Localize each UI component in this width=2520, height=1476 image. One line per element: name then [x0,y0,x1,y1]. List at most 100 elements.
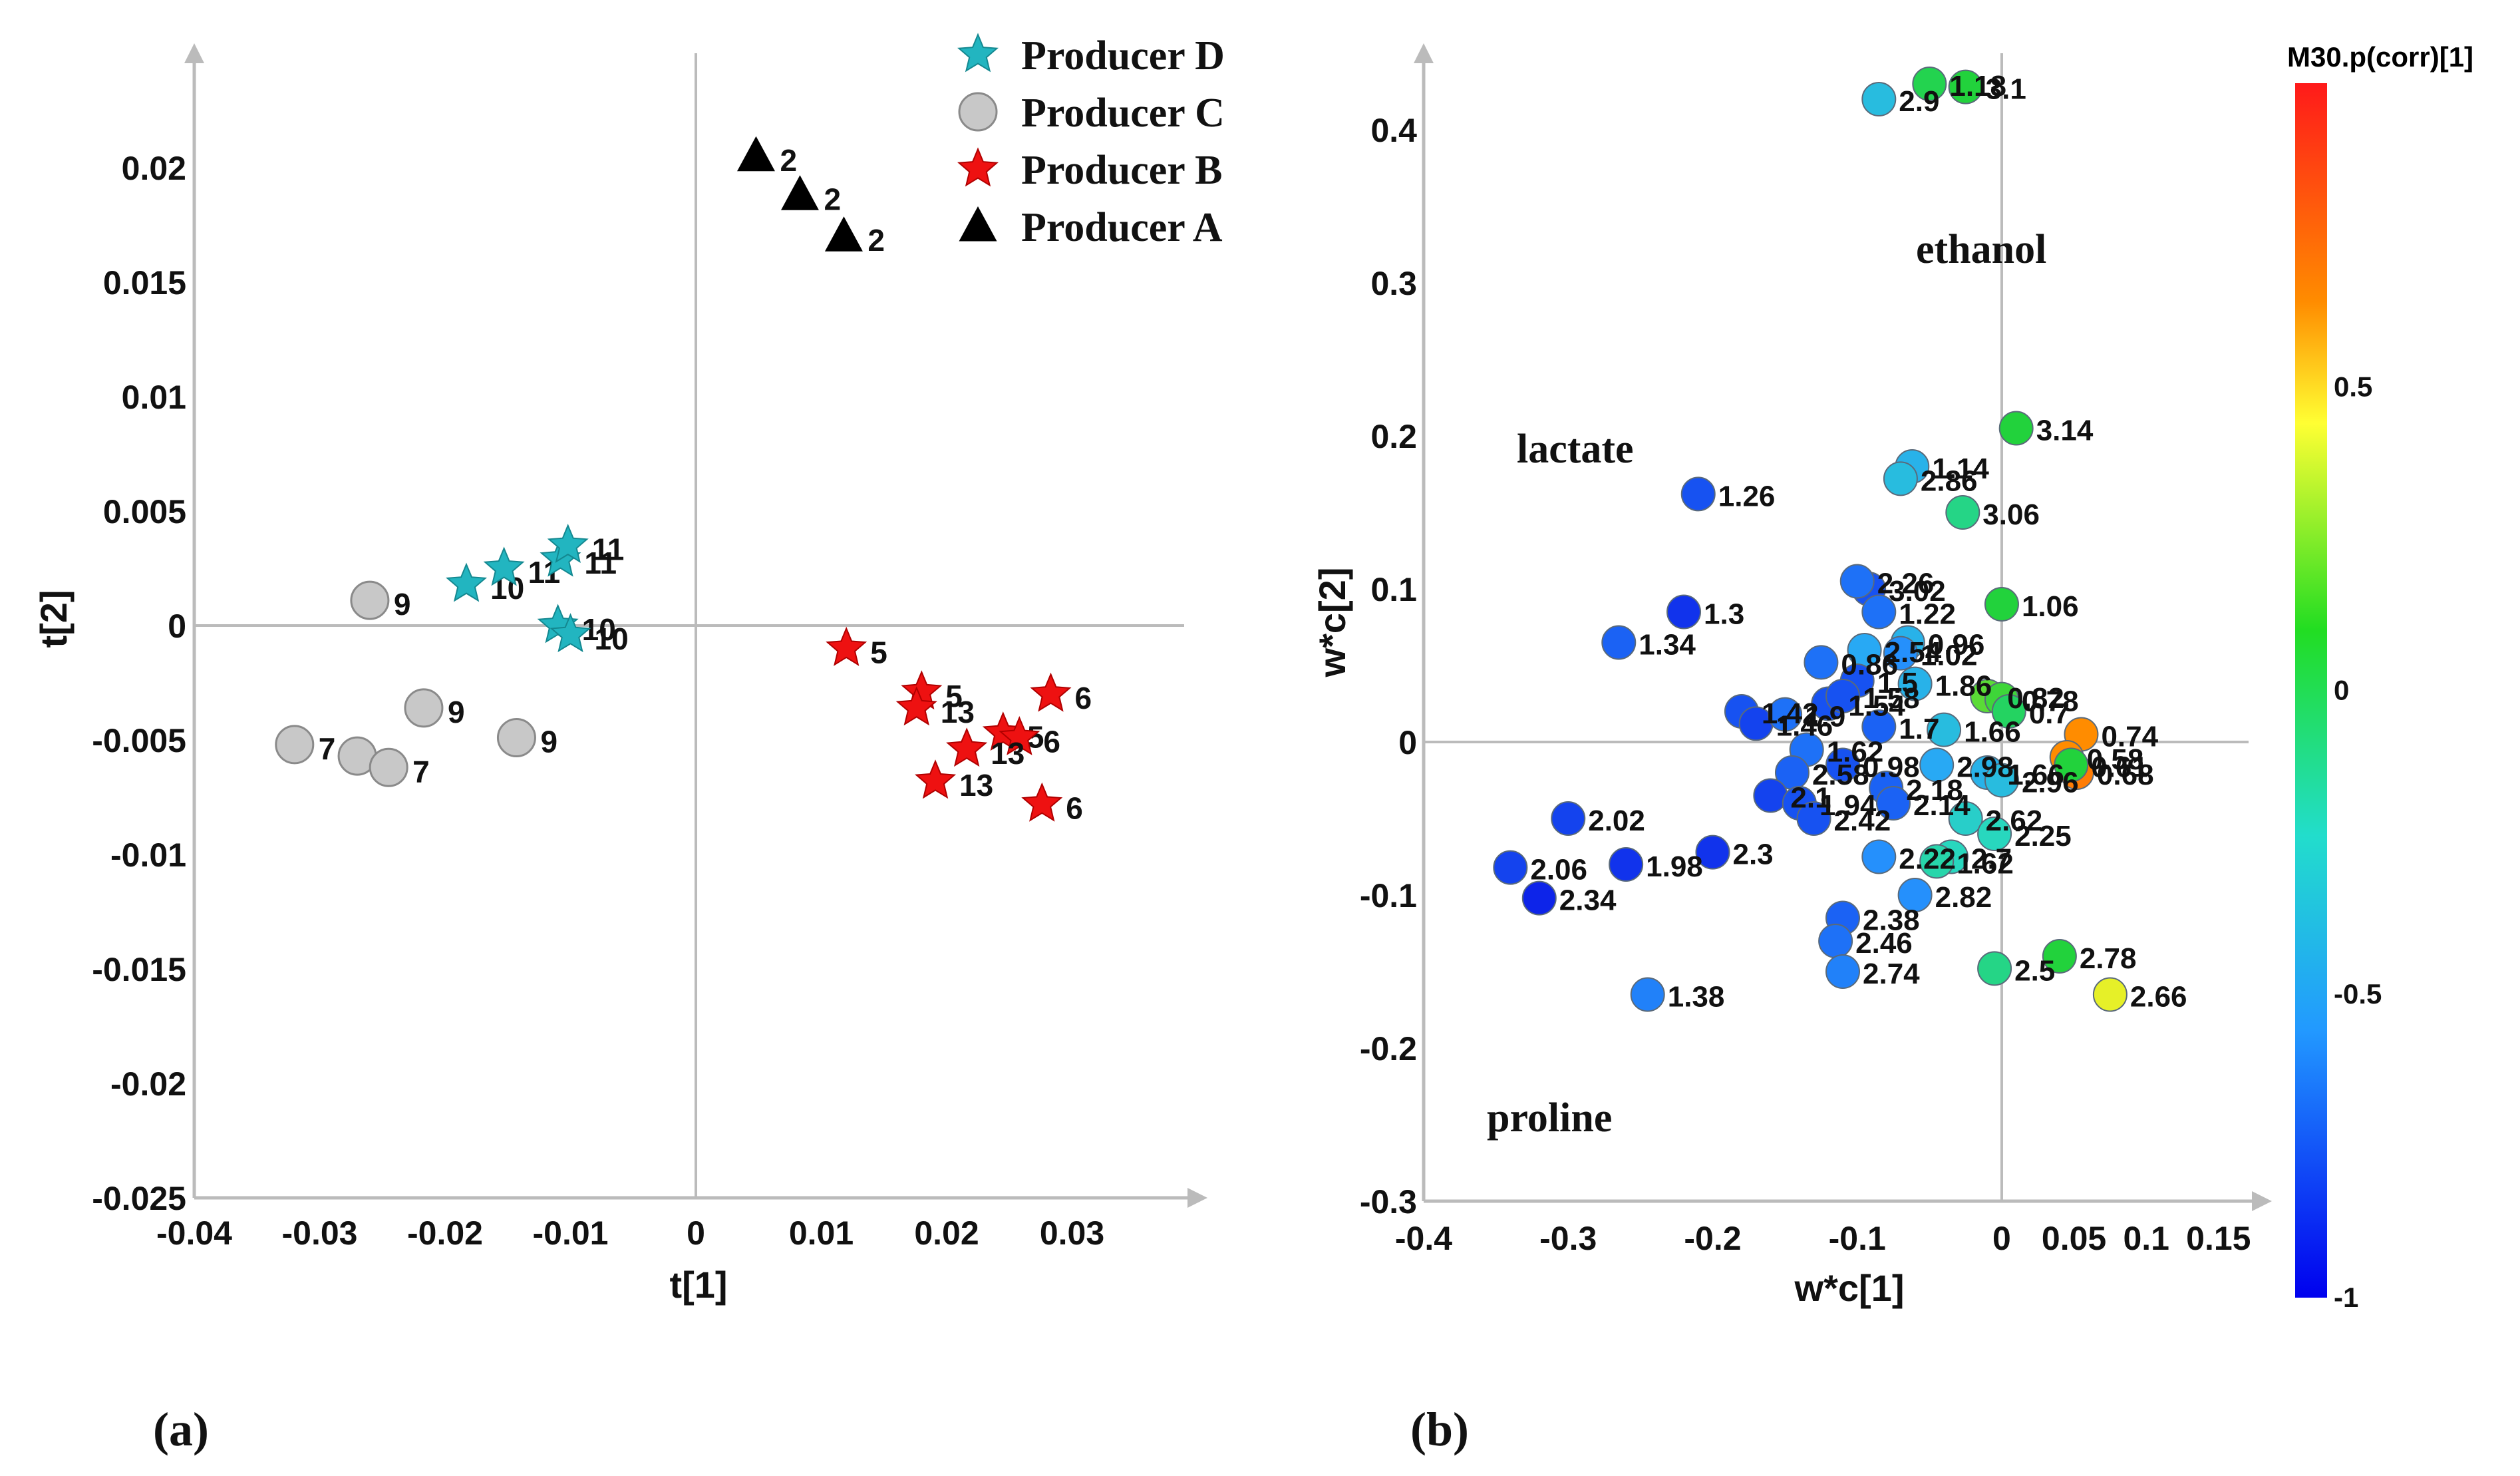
panel-b-point-label: 1.14 [1932,453,1989,485]
annotation-proline: proline [1487,1095,1612,1141]
panel-b-point-label: 2.18 [1906,774,1963,807]
panel-a-point [404,688,444,728]
panel-b-point-label: 1.9 [1805,701,1845,733]
panel-b-y-tick-label: 0.4 [1370,112,1417,149]
panel-b-point [1977,951,2012,986]
panel-b-point-label: 1.54 [1848,690,1905,723]
annotation-lactate: lactate [1517,427,1634,472]
panel-a-point-label: 11 [592,532,625,567]
legend-marker [957,33,999,73]
panel-a-x-tick-label: -0.01 [533,1214,609,1252]
legend-entry: Producer C [1021,91,1225,136]
legend-entry: Producer D [1021,33,1225,79]
panel-b-point-label: 1.66 [2007,759,2064,791]
panel-a-y-tick-label: 0 [168,608,186,645]
panel-b-point-label: 1.3 [1704,598,1744,631]
panel-a-x-tick-label: 0 [687,1214,705,1252]
panel-b-point-label: 3.02 [1889,575,1946,608]
panel-b-point-label: 2.66 [2130,981,2187,1014]
panel-a-point-label: 9 [394,587,411,622]
panel-a-point-label: 13 [959,768,993,803]
panel-b-point-label: 0.82 [2007,682,2064,715]
panel-b-point [1984,587,2019,622]
panel-a-point-label: 6 [1074,681,1092,715]
panel-b-y-tick-label: -0.2 [1360,1030,1417,1067]
panel-b-point [1609,847,1644,882]
panel-b-point [1897,666,1933,701]
panel-b-point-label: 3.1 [1986,73,2026,106]
panel-b-point [1861,594,1897,630]
panel-a: -0.04 -0.03 -0.02 -0.01 0 0.01 0.02 0.03 0.020.… [33,33,1225,1456]
panel-b-y-tick-label: -0.1 [1360,877,1417,914]
panel-a-x-tick-label: 0.01 [789,1214,854,1252]
panel-a-y-tick-label: 0.02 [122,150,186,187]
panel-b-y-label: w*c[2] [1311,568,1353,678]
panel-b-point-label: 2.78 [2080,942,2137,975]
panel-b-point-label: 1.42 [1762,697,1819,730]
panel-b-point-label: 3.14 [2036,415,2094,447]
panel-b-point [1666,594,1702,630]
panel-b-point [1927,712,1962,747]
panel-b-point-label: 1.38 [1668,981,1725,1014]
panel-b-point-label: 2.3 [1732,838,1773,871]
panel-b-point-label: 0.78 [2022,685,2079,718]
panel-b-point [1825,747,1860,783]
panel-a-points: 101111111010999777551356613136222 [275,136,1092,825]
legend-entry: Producer B [1021,148,1223,193]
panel-b-point-label: 1.46 [1776,709,1833,742]
panel-a-y-tick-label: -0.025 [92,1180,186,1217]
legend-marker [957,147,999,187]
panel-a-x-tick-label: -0.02 [407,1214,483,1252]
panel-b-point [1630,977,1665,1012]
panel-a-point-label: 9 [540,725,557,759]
panel-b-point-label: 2.38 [1863,904,1920,937]
colorbar-tick-label: 0.5 [2334,371,2372,402]
panel-b-x-tick-label: 0.05 [2042,1220,2106,1257]
panel-a-point [736,136,775,172]
panel-a-x-tick-label: -0.04 [156,1214,232,1252]
panel-a-point [1030,672,1072,712]
panel-b-point-label: 2.98 [1957,751,2014,784]
panel-b-point-label: 2.62 [1986,805,2043,837]
panel-b-point-label: 2.26 [1877,568,1935,600]
panel-b-point-label: 2.02 [1588,805,1645,837]
panel-b-point [1825,954,1860,989]
panel-a-point [826,626,867,666]
panel-a-point-label: 2 [780,143,797,178]
panel-b-point [1883,461,1918,496]
panel-a-x-label: t[1] [669,1264,727,1306]
panel-b-point-label: 1.62 [1827,736,1884,769]
panel-a-y-tick-label: 0.005 [103,493,186,530]
panel-b-point-label: 0.96 [1928,629,1985,661]
panel-b-point-label: 0.61 [2091,751,2148,784]
panel-b-point-label: 0.7 [2029,697,2070,730]
panel-b-point-label: 0.68 [2097,759,2154,791]
panel-a-y-tick-label: -0.005 [92,722,186,759]
panel-a-point-label: 9 [448,695,465,729]
panel-b-x-tick-label: 0 [1992,1220,2011,1257]
panel-a-point-label: 5 [870,635,887,669]
panel-a-point-label: 2 [824,182,841,216]
colorbar-tick-label: -1 [2334,1282,2358,1313]
panel-b-y-tick-label: -0.3 [1360,1183,1417,1220]
panel-b-point-label: 2.58 [1812,759,1869,791]
panel-a-point-label: 13 [991,736,1024,771]
panel-a-x-tick-label: 0.03 [1040,1214,1104,1252]
panel-a-point [350,580,390,620]
panel-b-point [1945,495,1980,530]
panel-b-point-label: 1.98 [1646,850,1703,883]
panel-a-point [1021,782,1063,822]
panel-b-point-label: 2.06 [1530,854,1587,886]
panel-a-point [550,613,591,653]
panel-b-x-tick-label: 0.1 [2123,1220,2169,1257]
panel-b-point [1825,679,1860,713]
panel-b-point-label: 1.5 [1877,667,1918,699]
panel-b-x-tick-label: -0.3 [1539,1220,1597,1257]
panel-b-y-tick-label: 0.2 [1370,418,1417,455]
panel-b-point [1948,801,1983,836]
panel-b-point-label: 2.5 [2014,954,2055,987]
panel-b-point [2042,939,2077,974]
panel-a-point-label: 13 [941,695,975,729]
panel-b-label: (b) [1410,1403,1469,1456]
